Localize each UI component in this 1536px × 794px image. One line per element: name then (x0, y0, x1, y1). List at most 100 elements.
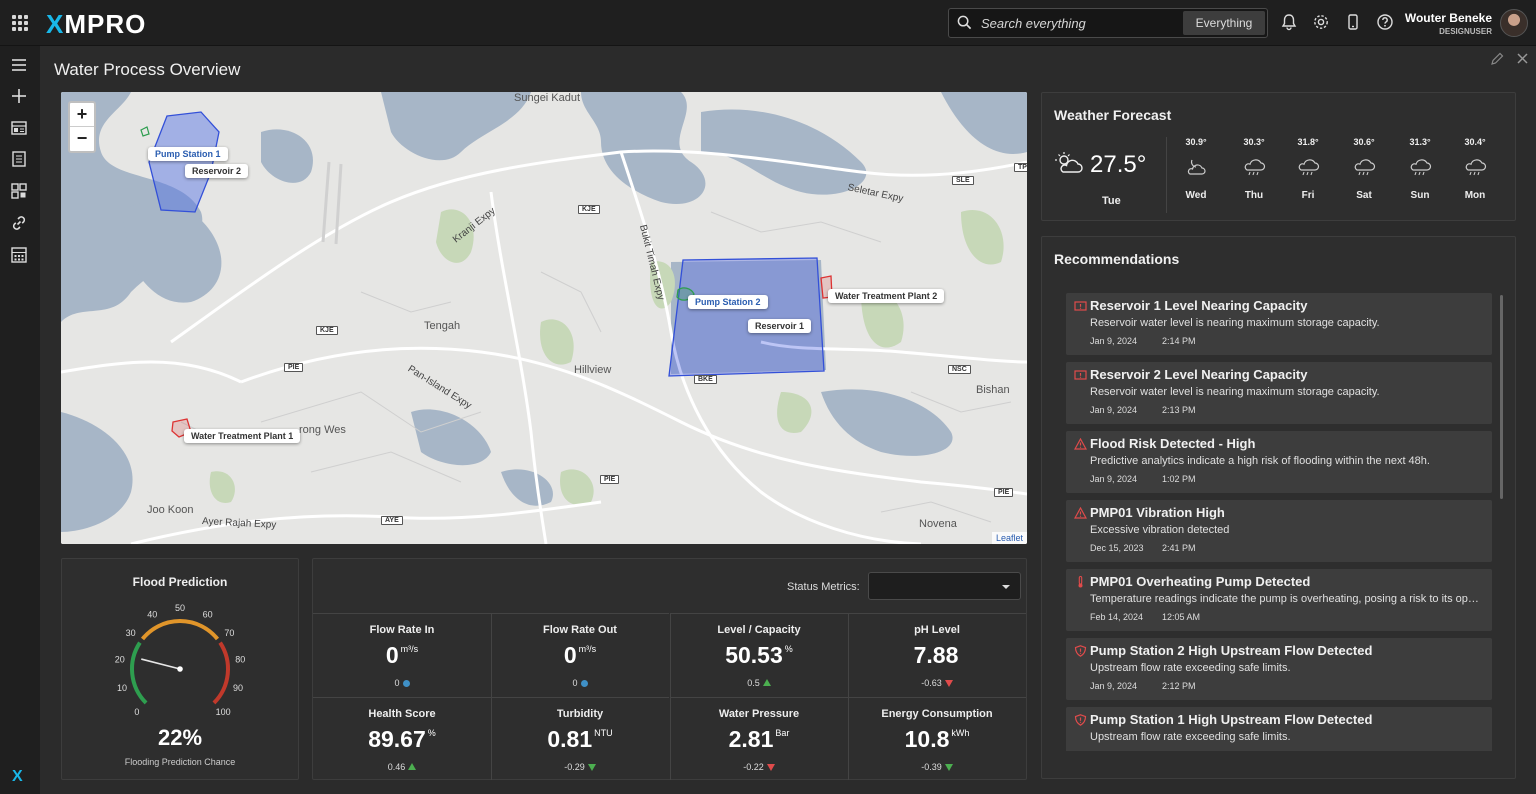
forecast-temp: 31.3° (1409, 137, 1431, 147)
metric-value: 0.81 NTU (547, 726, 613, 752)
recommendation-item[interactable]: Pump Station 2 High Upstream Flow Detect… (1066, 638, 1492, 700)
road-shield: PIE (600, 475, 620, 484)
menu-icon[interactable] (10, 56, 28, 74)
xmpro-logo[interactable]: XMPRO (46, 9, 147, 39)
scrollbar[interactable] (1500, 295, 1503, 499)
gauge-tick-label: 60 (203, 610, 213, 620)
metric-unit: m³/s (578, 644, 597, 654)
dashboard-icon[interactable] (10, 119, 28, 137)
help-icon[interactable] (1376, 13, 1394, 31)
gear-icon[interactable] (1312, 13, 1330, 31)
neutral-dot-icon (580, 680, 588, 687)
gauge-tick-label: 80 (235, 654, 245, 664)
metric-value: 89.67% (368, 726, 436, 752)
forecast-day-name: Sat (1356, 190, 1372, 201)
partly-cloudy-icon (1055, 152, 1083, 173)
recommendation-title: PMP01 Vibration High (1090, 505, 1225, 520)
recommendation-time: 2:13 PM (1162, 405, 1196, 415)
gauge-hub (177, 666, 183, 672)
mobile-icon[interactable] (1344, 13, 1362, 31)
recommendation-title: Reservoir 1 Level Nearing Capacity (1090, 298, 1308, 313)
road-shield: TPE (1014, 163, 1027, 172)
calculator-icon[interactable] (10, 246, 28, 264)
avatar[interactable] (1500, 9, 1528, 37)
metric-value: 50.53% (725, 642, 793, 668)
metric-value: 0 m³/s (385, 642, 419, 668)
warning-triangle-icon (1074, 507, 1087, 519)
recommendations-panel: Recommendations Reservoir 1 Level Nearin… (1041, 236, 1516, 779)
user-role: DESIGNUSER (1439, 27, 1492, 36)
forecast-day: 30.3° Thu (1234, 137, 1274, 201)
status-metrics-select[interactable] (868, 572, 1021, 600)
road-shield: NSC (948, 365, 971, 374)
forecast-day: 30.9° Wed (1176, 137, 1216, 201)
marker-pump-station-2[interactable]: Pump Station 2 (688, 295, 768, 309)
gauge-tick-label: 100 (216, 707, 231, 717)
user-info[interactable]: Wouter Beneke DESIGNUSER (1405, 11, 1492, 36)
recommendation-description: Reservoir water level is nearing maximum… (1090, 317, 1380, 329)
search-icon (957, 15, 972, 30)
recommendation-date: Jan 9, 2024 (1090, 750, 1137, 751)
gauge-tick-label: 0 (134, 707, 139, 717)
gauge-band (140, 619, 220, 641)
forecast-temp: 30.3° (1243, 137, 1265, 147)
recommendation-date: Feb 14, 2024 (1090, 612, 1144, 622)
recommendation-date: Jan 9, 2024 (1090, 474, 1138, 484)
top-bar: XMPRO Everything Wouter Beneke DESIGNUSE… (0, 0, 1536, 46)
recommendation-item[interactable]: Flood Risk Detected - High Predictive ana… (1066, 431, 1492, 493)
metric-unit: m³/s (400, 644, 419, 654)
reservoir-alert-icon (1074, 370, 1087, 380)
current-day: Tue (1102, 195, 1121, 207)
marker-reservoir-2[interactable]: Reservoir 2 (185, 164, 249, 178)
recommendation-item[interactable]: PMP01 Overheating Pump Detected Temperatu… (1066, 569, 1492, 631)
document-list-icon[interactable] (10, 150, 28, 168)
recommendation-date: Dec 15, 2023 (1090, 543, 1144, 553)
rain-cloud-icon (1244, 159, 1266, 176)
forecast-day: 31.3° Sun (1400, 137, 1440, 201)
gauge-tick-label: 10 (117, 683, 127, 693)
forecast-temp: 30.6° (1353, 137, 1375, 147)
metric-label: Flow Rate In (369, 624, 435, 636)
divider (848, 613, 849, 780)
recommendation-title: Pump Station 2 High Upstream Flow Detect… (1090, 643, 1373, 658)
app-launcher-icon[interactable] (12, 15, 28, 31)
metric-delta: 0.46 (313, 762, 491, 772)
marker-reservoir-1[interactable]: Reservoir 1 (748, 319, 812, 333)
search-input[interactable] (981, 14, 1171, 33)
marker-water-treatment-plant-1[interactable]: Water Treatment Plant 1 (184, 429, 301, 443)
map-view[interactable]: + − Pump Station 1 Reservoir 2 Pump Stat… (61, 92, 1027, 544)
metric-label: Health Score (368, 708, 436, 720)
zoom-in-button[interactable]: + (70, 103, 94, 127)
plus-icon[interactable] (10, 87, 28, 105)
metric-value: 10.8 kWh (904, 726, 970, 752)
forecast-day-name: Fri (1301, 190, 1315, 201)
chevron-down-icon (1002, 585, 1010, 589)
edit-pencil-icon[interactable] (1490, 52, 1504, 66)
recommendation-item[interactable]: Reservoir 2 Level Nearing Capacity Reserv… (1066, 362, 1492, 424)
xmpro-mark-icon[interactable]: X (12, 768, 23, 785)
partly-cloudy-night-icon (1187, 159, 1206, 175)
rain-cloud-icon (1410, 159, 1432, 176)
recommendation-item[interactable]: PMP01 Vibration High Excessive vibration … (1066, 500, 1492, 562)
place-label: rong Wes (299, 424, 346, 436)
gauge-band (212, 641, 230, 705)
recommendations-list[interactable]: Reservoir 1 Level Nearing Capacity Reserv… (1066, 293, 1492, 751)
marker-water-treatment-plant-2[interactable]: Water Treatment Plant 2 (828, 289, 945, 303)
metric-card: Level / Capacity 50.53% 0.5 (670, 613, 848, 696)
search-scope-dropdown[interactable]: Everything (1183, 11, 1265, 35)
bell-icon[interactable] (1280, 13, 1298, 31)
apps-grid-icon[interactable] (10, 182, 28, 200)
leaflet-attribution-link[interactable]: Leaflet (991, 532, 1027, 544)
recommendation-item[interactable]: Reservoir 1 Level Nearing Capacity Reserv… (1066, 293, 1492, 355)
link-icon[interactable] (10, 214, 28, 232)
close-icon[interactable] (1516, 52, 1529, 65)
trend-down-icon (587, 764, 596, 771)
recommendation-item[interactable]: Pump Station 1 High Upstream Flow Detect… (1066, 707, 1492, 751)
rain-cloud-icon (1465, 159, 1487, 176)
road-shield: KJE (316, 326, 338, 335)
gauge-tick-label: 50 (175, 603, 185, 613)
zoom-out-button[interactable]: − (76, 128, 88, 148)
warning-triangle-icon (1074, 438, 1087, 450)
forecast-temp: 31.8° (1297, 137, 1319, 147)
marker-pump-station-1[interactable]: Pump Station 1 (148, 147, 228, 161)
